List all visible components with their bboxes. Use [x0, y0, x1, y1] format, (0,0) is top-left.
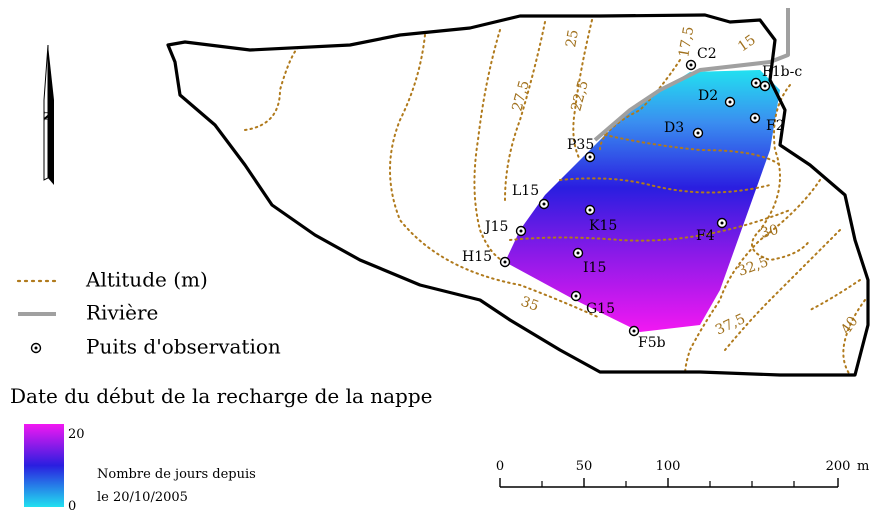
scale-tick-label: 100 — [656, 459, 681, 474]
north-arrow: N — [42, 44, 55, 185]
colorbar-title: Date du début de la recharge de la nappe — [10, 384, 433, 408]
well-marker: H15 — [462, 249, 511, 268]
scale-unit: m — [857, 459, 869, 474]
well-label: F2 — [766, 118, 785, 134]
well-label: P35 — [567, 137, 594, 153]
well-marker: C2 — [685, 46, 717, 71]
well-label: D2 — [698, 88, 718, 104]
well-label: L15 — [512, 183, 539, 199]
scale-tick-label: 0 — [496, 459, 504, 474]
well-marker: K15 — [584, 204, 617, 234]
well-marker: J15 — [483, 219, 527, 237]
scale-tick-label: 200 — [826, 459, 851, 474]
well-marker: I15 — [572, 247, 606, 276]
well-marker: D2 — [698, 88, 736, 108]
well-marker: G15 — [570, 290, 615, 317]
contour-label: 30 — [759, 222, 780, 242]
north-label: N — [42, 111, 55, 121]
legend-altitude: Altitude (m) — [85, 268, 208, 292]
colorbar-max-label: 20 — [68, 427, 85, 442]
contour-label: 17,5 — [676, 25, 697, 58]
well-label: J15 — [483, 219, 508, 235]
colorbar-min-label: 0 — [68, 499, 76, 512]
well-label: I15 — [583, 260, 606, 276]
contour-label: 32,5 — [736, 254, 771, 280]
recharge-surface — [505, 70, 780, 332]
legend-wells: Puits d'observation — [86, 335, 281, 359]
contour-label: 27,5 — [509, 79, 533, 113]
well-label: F4 — [696, 228, 715, 244]
well-marker: P35 — [567, 137, 596, 163]
contour-label: 15 — [735, 32, 759, 55]
well-marker: F5b — [628, 325, 666, 351]
contour-label: 37,5 — [713, 311, 748, 339]
well-label: F1b-c — [762, 64, 802, 80]
map-legend: Altitude (m) Rivière Puits d'observation — [16, 268, 281, 359]
well-label: F5b — [638, 335, 666, 351]
well-label: C2 — [697, 46, 717, 62]
well-label: D3 — [664, 120, 684, 136]
observation-wells: C2 F1b-c D2 F2 D3 P35 L15 K15 — [462, 46, 802, 351]
colorbar: Date du début de la recharge de la nappe… — [10, 384, 433, 512]
well-marker: F1b-c — [750, 64, 802, 92]
colorbar-caption-line1: Nombre de jours depuis — [97, 467, 256, 482]
well-label: K15 — [589, 218, 617, 234]
scale-tick-label: 50 — [576, 459, 593, 474]
contour-label: 25 — [563, 28, 582, 48]
watershed-boundary — [166, 13, 870, 377]
well-label: G15 — [586, 301, 615, 317]
well-marker: F2 — [749, 112, 785, 134]
contour-labels: 15 17,5 22,5 25 27,5 30 32,5 35 37,5 40 — [509, 25, 861, 338]
well-label: H15 — [462, 249, 492, 265]
contour-label: 35 — [519, 294, 541, 315]
river-line — [593, 8, 790, 142]
contour-label: 40 — [838, 314, 861, 338]
scale-bar: 0 50 100 200 m — [496, 459, 869, 488]
well-marker: F4 — [696, 217, 728, 244]
contour-label: 22,5 — [568, 79, 592, 113]
well-marker: L15 — [512, 183, 550, 210]
colorbar-caption-line2: le 20/10/2005 — [97, 490, 188, 505]
well-marker: D3 — [664, 120, 704, 139]
legend-river: Rivière — [86, 301, 158, 325]
altitude-contours — [244, 19, 866, 376]
